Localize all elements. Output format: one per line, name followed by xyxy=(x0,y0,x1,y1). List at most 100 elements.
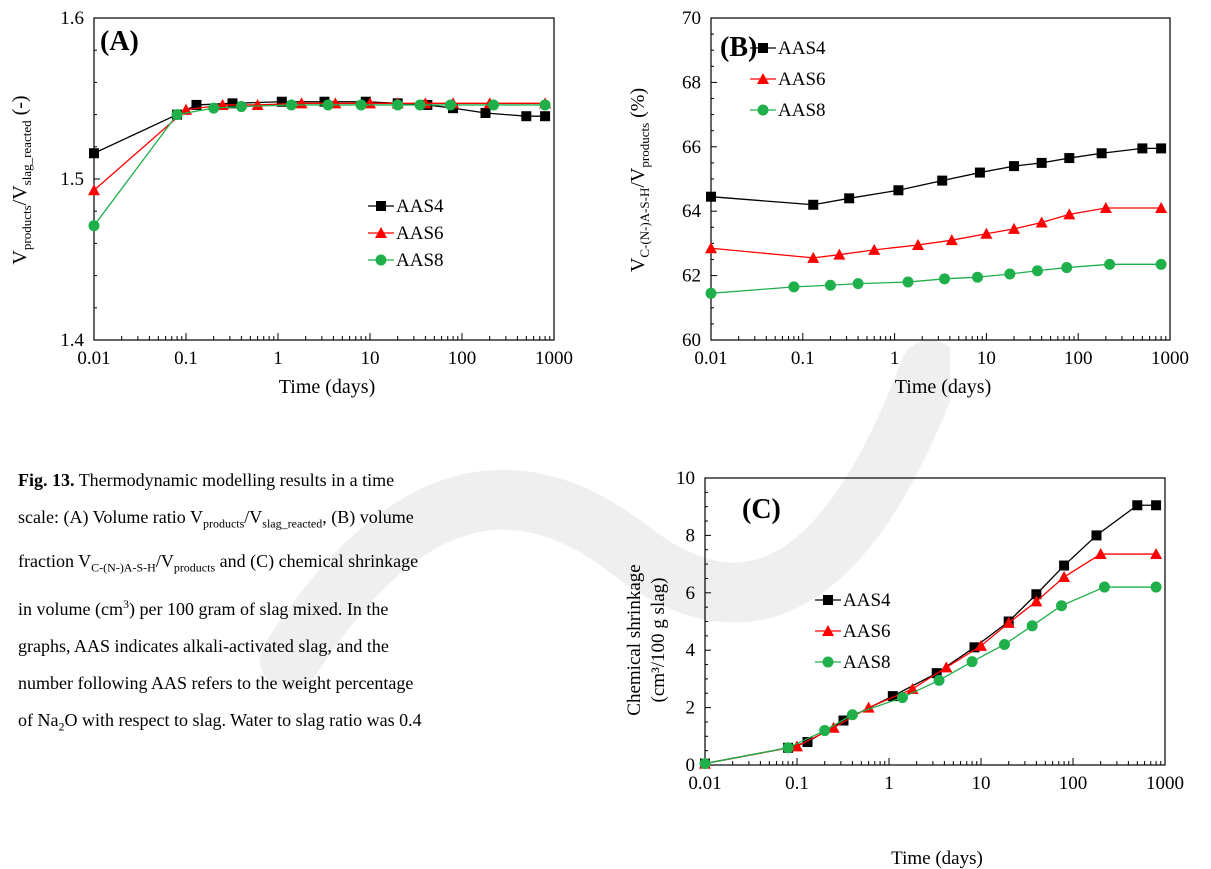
chart-b-point-aas4 xyxy=(706,191,716,202)
caption-line-4: in volume (cm3) per 100 gram of slag mix… xyxy=(18,586,590,628)
chart-c-legend-label-aas8: AAS8 xyxy=(843,652,891,673)
chart-c-point-aas8 xyxy=(998,638,1010,650)
chart-a-x-tick-label: 1000 xyxy=(535,348,573,369)
chart-c-series-line-aas8 xyxy=(704,586,1157,765)
caption-text-7c: O with respect to slag. Water to slag ra… xyxy=(64,710,422,731)
chart-a-x-tick-label: 1 xyxy=(273,348,283,369)
chart-b-legend-label-aas6: AAS6 xyxy=(778,69,826,90)
chart-c-x-tick-label: 1 xyxy=(884,773,894,794)
chart-c-legend: AAS4 AAS6 AAS8 xyxy=(815,590,891,673)
chart-c-point-aas8 xyxy=(782,742,794,754)
chart-c-point-aas6 xyxy=(1150,548,1163,560)
chart-b-point-aas4 xyxy=(1156,143,1167,154)
ylabel-b-v: V xyxy=(627,257,649,272)
caption-text-2d: slag_reacted xyxy=(262,516,323,531)
chart-c-point-aas4 xyxy=(887,691,898,702)
chart-c-point-aas8 xyxy=(966,656,978,668)
chart-c-y-tick-label: 2 xyxy=(686,698,696,719)
chart-c-point-aas6 xyxy=(791,740,803,752)
caption-text-4b: 3 xyxy=(122,597,129,612)
ylabel-a-unit: (-) xyxy=(9,95,31,120)
chart-a-ylabel: Vproducts/Vslag_reacted (-) xyxy=(9,95,34,264)
chart-c-point-aas6 xyxy=(975,639,987,651)
chart-b-x-tick-label: 10 xyxy=(977,348,996,369)
chart-b-point-aas8 xyxy=(939,273,951,285)
chart-b-point-aas6 xyxy=(1063,208,1076,220)
chart-b-x-tick-label: 1 xyxy=(890,348,900,369)
chart-c-point-aas4 xyxy=(1151,500,1162,511)
chart-b-point-aas8 xyxy=(852,278,864,290)
chart-b-x-tick-label: 1000 xyxy=(1151,348,1189,369)
caption-line-3: fraction VC-(N-)A-S-H/Vproducts and (C) … xyxy=(18,543,590,587)
chart-a-series-line-aas8 xyxy=(93,104,546,227)
chart-a-panel-label: (A) xyxy=(100,26,139,57)
chart-a-legend-label-aas8: AAS8 xyxy=(396,250,444,271)
chart-b-legend-label-aas8: AAS8 xyxy=(778,100,826,121)
chart-c-legend-marker-aas8 xyxy=(822,656,834,668)
chart-b-point-aas6 xyxy=(1008,222,1021,234)
caption-text-2a: scale: (A) Volume ratio V xyxy=(18,507,203,527)
ylabel-a-sub2: slag_reacted xyxy=(19,120,34,185)
chart-a-point-aas8 xyxy=(414,99,426,111)
chart-a-point-aas8 xyxy=(285,99,297,111)
chart-b-point-aas8 xyxy=(824,279,836,291)
chart-b-point-aas8 xyxy=(1061,262,1073,274)
ylabel-a-sub1: products xyxy=(19,205,34,250)
chart-b-point-aas6 xyxy=(912,239,925,251)
chart-c-x-tick-label: 0.1 xyxy=(785,773,809,794)
chart-c-axes: 0.01 0.1 1 10 100 1000 0 2 4 6 8 10 xyxy=(676,468,1184,794)
caption-text-4a: in volume (cm xyxy=(18,599,123,620)
chart-a-point-aas8 xyxy=(392,99,404,111)
chart-b-legend-marker-aas8 xyxy=(757,104,769,116)
chart-c-x-tick-label: 1000 xyxy=(1146,773,1184,794)
chart-b-y-tick-label: 70 xyxy=(682,8,701,29)
chart-c-x-tick-label: 10 xyxy=(972,773,991,794)
chart-a-point-aas8 xyxy=(208,102,220,114)
caption-text-3a: fraction V xyxy=(18,550,92,571)
chart-a-series xyxy=(88,96,552,232)
chart-b-point-aas8 xyxy=(788,281,800,293)
chart-b-axes: 0.01 0.1 1 10 100 1000 60 62 64 66 68 70 xyxy=(682,8,1189,369)
caption-text-3c: /V xyxy=(155,550,174,571)
chart-a-point-aas4 xyxy=(360,96,371,107)
chart-b-point-aas4 xyxy=(893,185,904,196)
chart-a-point-aas6 xyxy=(88,184,100,196)
chart-a-y-tick-label: 1.6 xyxy=(60,8,84,29)
chart-a-series-line-aas6 xyxy=(93,102,546,191)
chart-b-legend-marker-aas4 xyxy=(758,43,768,53)
caption-text-2b: products xyxy=(202,516,245,531)
chart-b-point-aas4 xyxy=(1096,148,1107,159)
chart-a-legend-label-aas6: AAS6 xyxy=(396,223,444,244)
ylabel-b-mid: /V xyxy=(627,167,649,188)
chart-b-y-tick-label: 62 xyxy=(682,266,701,287)
chart-b-point-aas6 xyxy=(980,227,993,239)
chart-b-point-aas4 xyxy=(808,199,819,210)
chart-c-legend-label-aas4: AAS4 xyxy=(843,590,891,611)
chart-c-point-aas8 xyxy=(896,692,908,704)
chart-a-point-aas4 xyxy=(89,148,99,159)
chart-a-x-tick-label: 0.1 xyxy=(174,348,198,369)
chart-c-y-tick-label: 0 xyxy=(686,755,696,776)
chart-c-point-aas4 xyxy=(1091,530,1102,541)
caption-text-2c: /V xyxy=(244,507,263,527)
chart-c-point-aas8 xyxy=(1150,581,1162,593)
caption-text-2e: , (B) volume xyxy=(322,507,414,527)
chart-b-point-aas8 xyxy=(972,271,984,283)
chart-a-point-aas4 xyxy=(227,98,238,109)
chart-c-series xyxy=(699,500,1163,770)
caption-text-7a: of Na xyxy=(18,710,59,731)
chart-c-point-aas8 xyxy=(1099,581,1111,593)
chart-b-point-aas6 xyxy=(807,251,820,263)
chart-a: 0.01 0.1 1 10 100 1000 1.4 1.5 1.6 (A) Time (day… xyxy=(9,8,573,398)
caption-line-5: graphs, AAS indicates alkali-activated s… xyxy=(18,636,389,657)
chart-a-point-aas4 xyxy=(540,111,551,122)
chart-b-series-line-aas8 xyxy=(710,263,1162,294)
chart-b-point-aas8 xyxy=(1031,265,1043,277)
chart-a-point-aas6 xyxy=(251,98,264,110)
chart-c-legend-marker-aas6 xyxy=(822,625,834,636)
chart-a-legend-marker-aas4 xyxy=(376,201,386,211)
caption-text-7b: 2 xyxy=(58,719,65,734)
chart-a-x-tick-label: 100 xyxy=(448,348,477,369)
chart-b-point-aas6 xyxy=(1099,201,1112,213)
chart-c-legend-label-aas6: AAS6 xyxy=(843,621,891,642)
